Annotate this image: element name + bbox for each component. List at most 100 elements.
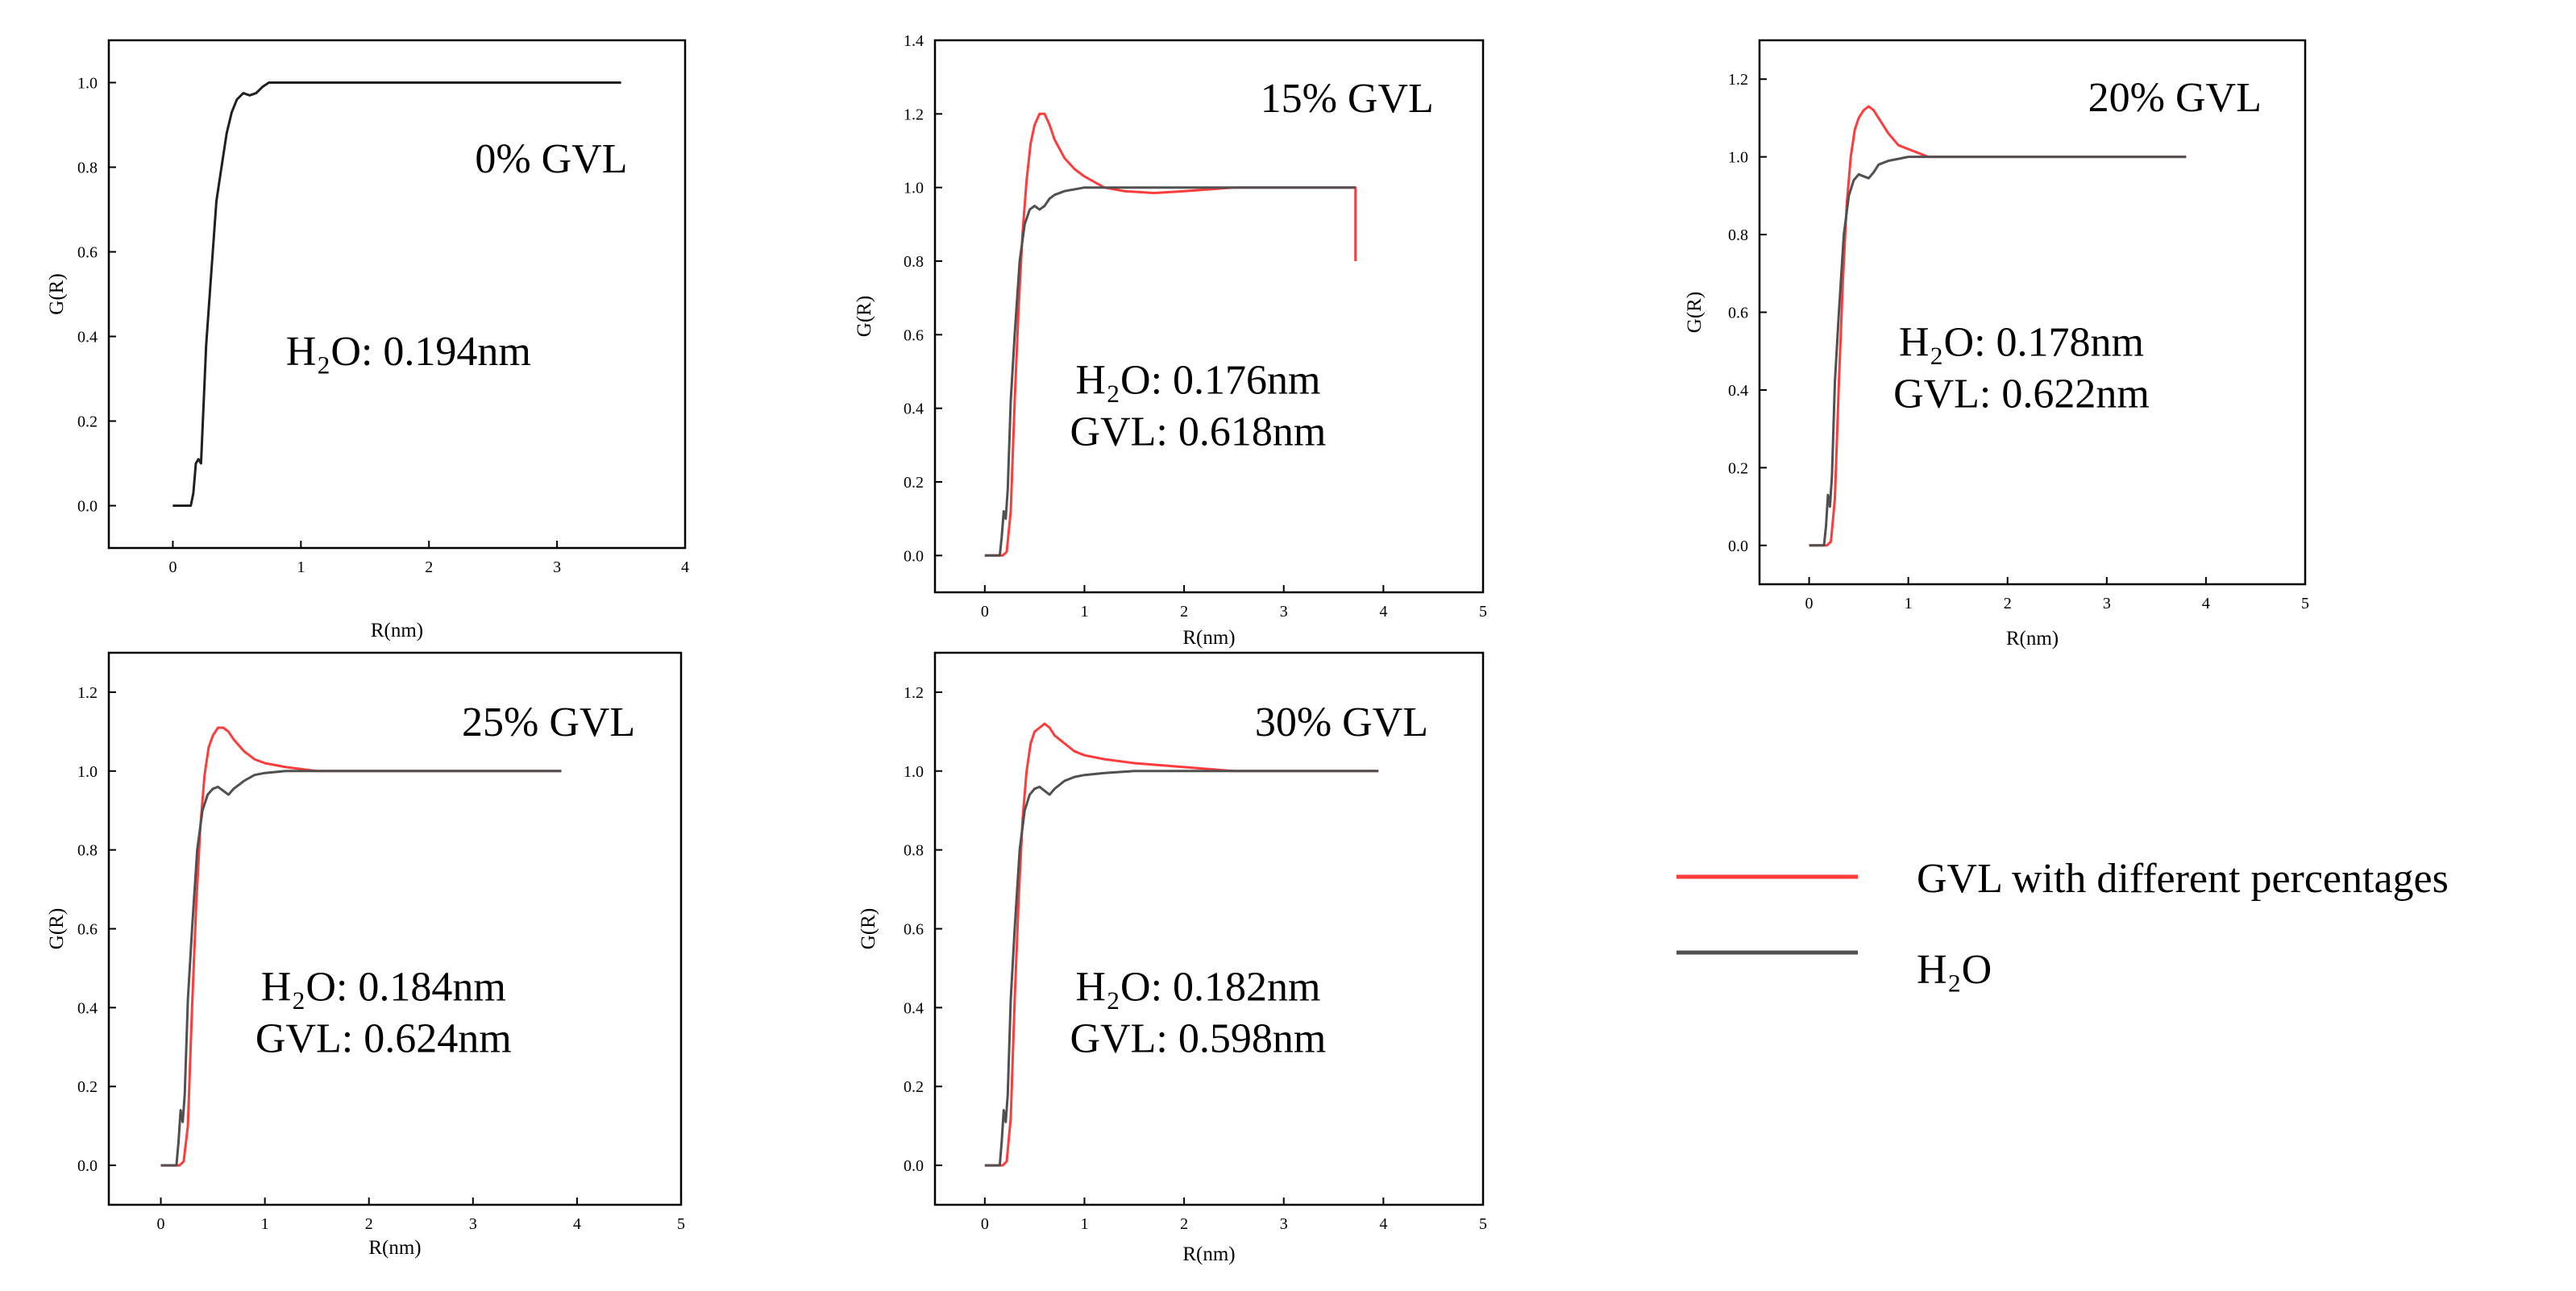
annotation-text: GVL: 0.622nm	[1893, 372, 2150, 417]
y-tick-label: 0.8	[77, 842, 98, 860]
y-tick-label: 1.2	[904, 684, 924, 702]
x-tick-label: 5	[1479, 1215, 1487, 1233]
y-tick-label: 0.0	[77, 1157, 98, 1175]
legend: GVL with different percentages H₂O	[1676, 856, 2449, 993]
y-axis-title: G(R)	[1684, 292, 1706, 333]
y-tick-label: 1.2	[1728, 71, 1748, 89]
y-tick-label: 1.0	[77, 763, 98, 781]
series-line-gvl	[984, 112, 1357, 557]
y-tick-label: 1.2	[77, 684, 98, 702]
y-tick-label: 0.2	[904, 474, 924, 492]
x-tick-label: 3	[1280, 603, 1288, 621]
y-tick-label: 0.4	[904, 999, 924, 1017]
x-tick-label: 5	[677, 1215, 685, 1233]
series-line-h2o	[172, 81, 621, 507]
y-tick-label: 0.6	[77, 921, 98, 939]
panel-title: 30% GVL	[1255, 699, 1428, 745]
x-tick-label: 3	[469, 1215, 477, 1233]
annotation-text: H₂O: 0.176nm	[1075, 357, 1320, 403]
y-axis-title: G(R)	[46, 908, 68, 949]
panel-title: 25% GVL	[462, 699, 635, 745]
x-tick-label: 4	[1379, 1215, 1387, 1233]
x-tick-label: 1	[1905, 595, 1913, 612]
x-tick-label: 2	[2004, 595, 2012, 612]
y-tick-label: 0.6	[904, 921, 924, 939]
x-tick-label: 1	[1080, 603, 1088, 621]
x-tick-label: 2	[425, 558, 433, 576]
x-tick-label: 1	[1080, 1215, 1088, 1233]
x-tick-label: 5	[2301, 595, 2309, 612]
y-tick-label: 1.2	[904, 106, 924, 123]
y-tick-label: 0.2	[1728, 459, 1748, 477]
x-tick-label: 4	[573, 1215, 581, 1233]
annotation-text: H₂O: 0.184nm	[261, 965, 506, 1011]
x-tick-label: 4	[681, 558, 689, 576]
x-axis-title: R(nm)	[1182, 1243, 1235, 1265]
chart-panel-gvl20: 0 1 2 3 4 5 0.0 0.2 0.4 0.6 0.8 1.0 1.2 R(nm) G(R) 20% …	[1684, 39, 2309, 650]
x-tick-label: 2	[365, 1215, 373, 1233]
y-tick-label: 0.2	[904, 1078, 924, 1096]
y-tick-label: 0.4	[77, 999, 98, 1017]
series-line-h2o	[160, 770, 562, 1167]
annotation-text: H₂O: 0.182nm	[1075, 965, 1320, 1011]
y-tick-label: 1.0	[1728, 149, 1748, 167]
x-tick-label: 1	[261, 1215, 269, 1233]
series-line-gvl	[984, 722, 1379, 1167]
y-tick-label: 0.8	[1728, 226, 1748, 244]
y-tick-label: 0.4	[1728, 382, 1748, 400]
y-tick-label: 0.2	[77, 1078, 98, 1096]
y-tick-label: 0.8	[77, 160, 98, 177]
y-tick-label: 1.0	[77, 75, 98, 93]
annotation-text: H₂O: 0.194nm	[286, 329, 531, 375]
y-tick-label: 0.0	[904, 1157, 924, 1175]
series-line-h2o	[1809, 156, 2187, 547]
x-tick-label: 3	[1280, 1215, 1288, 1233]
x-axis-title: R(nm)	[1182, 627, 1235, 649]
x-axis-title: R(nm)	[2006, 628, 2059, 650]
x-tick-label: 4	[1379, 603, 1387, 621]
x-tick-label: 3	[2103, 595, 2111, 612]
annotation-text: GVL: 0.598nm	[1070, 1016, 1327, 1062]
y-axis-title: G(R)	[46, 273, 68, 314]
y-tick-label: 1.0	[904, 763, 924, 781]
annotation-text: GVL: 0.624nm	[256, 1016, 512, 1062]
chart-panel-gvl30: 0 1 2 3 4 5 0.0 0.2 0.4 0.6 0.8 1.0 1.2 R(nm) G(R) 30% …	[858, 651, 1487, 1265]
x-tick-label: 5	[1479, 603, 1487, 621]
y-tick-label: 1.4	[904, 32, 924, 50]
x-tick-label: 0	[157, 1215, 165, 1233]
x-axis-title: R(nm)	[368, 1237, 421, 1259]
legend-label-h2o: H₂O	[1917, 947, 1992, 993]
series-line-gvl	[160, 726, 562, 1167]
chart-panel-gvl25: 0 1 2 3 4 5 0.0 0.2 0.4 0.6 0.8 1.0 1.2 R(nm) G(R) 25% …	[46, 651, 685, 1259]
y-tick-label: 0.4	[904, 401, 924, 418]
annotation-text: H₂O: 0.178nm	[1899, 320, 2144, 366]
panel-title: 20% GVL	[2088, 75, 2262, 121]
x-tick-label: 0	[981, 1215, 989, 1233]
x-tick-label: 0	[1805, 595, 1814, 612]
y-tick-label: 0.6	[77, 244, 98, 262]
y-tick-label: 1.0	[904, 180, 924, 197]
panel-title: 15% GVL	[1261, 76, 1434, 122]
x-tick-label: 0	[981, 603, 989, 621]
x-tick-label: 0	[168, 558, 177, 576]
legend-label-gvl: GVL with different percentages	[1917, 856, 2449, 902]
chart-panel-gvl15: 0 1 2 3 4 5 0.0 0.2 0.4 0.6 0.8 1.0 1.2 1.4 R(nm) G(R) 1…	[854, 32, 1487, 649]
y-tick-label: 0.8	[904, 253, 924, 271]
plot-frame	[933, 39, 1485, 594]
x-tick-label: 3	[553, 558, 561, 576]
x-tick-label: 2	[1180, 603, 1188, 621]
x-tick-label: 2	[1180, 1215, 1188, 1233]
series-line-h2o	[984, 770, 1379, 1167]
y-tick-label: 0.8	[904, 842, 924, 860]
y-tick-label: 0.0	[1728, 538, 1748, 555]
x-tick-label: 4	[2202, 595, 2210, 612]
series-line-h2o	[984, 186, 1356, 557]
y-axis-title: G(R)	[858, 908, 879, 949]
panel-title: 0% GVL	[475, 136, 627, 182]
chart-panel-gvl0: 0 1 2 3 4 0.0 0.2 0.4 0.6 0.8 1.0 R(nm) G(R) 0% GVL H₂…	[46, 39, 689, 641]
y-tick-label: 0.0	[904, 547, 924, 565]
y-tick-label: 0.4	[77, 329, 98, 347]
x-axis-title: R(nm)	[371, 620, 423, 641]
annotation-text: GVL: 0.618nm	[1070, 409, 1327, 455]
